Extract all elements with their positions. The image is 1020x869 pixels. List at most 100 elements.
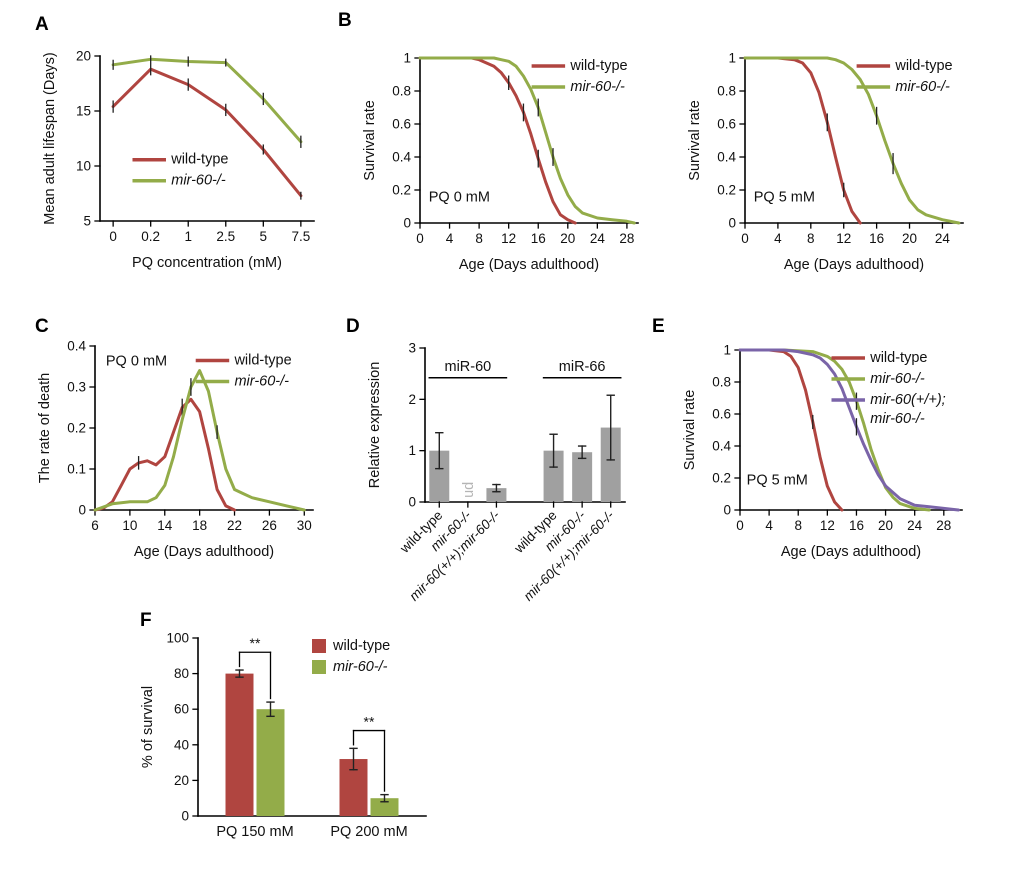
svg-text:2.5: 2.5: [216, 229, 235, 244]
panel-d-expression-bar-chart: 0 1 2 3 Relative expression wild-type mir-60-/…: [355, 332, 640, 634]
svg-text:0.2: 0.2: [392, 183, 411, 198]
svg-text:1: 1: [408, 443, 416, 458]
svg-text:28: 28: [936, 518, 951, 533]
svg-text:24: 24: [590, 231, 606, 246]
svg-text:7.5: 7.5: [291, 229, 310, 244]
svg-text:wild-type: wild-type: [170, 152, 228, 168]
svg-text:1: 1: [403, 51, 411, 66]
svg-text:10: 10: [122, 518, 137, 533]
panel-e-survival-chart-rescue: 0 0.2 0.4 0.6 0.8 1 Survival rate 0 4 8 12 16 20 24 28…: [672, 332, 1002, 572]
svg-text:1: 1: [728, 51, 736, 66]
svg-text:0.8: 0.8: [717, 84, 736, 99]
chart-svg: 0 0.2 0.4 0.6 0.8 1 Survival rate 0 4 8 12 16 20 24 PQ…: [687, 51, 964, 273]
svg-text:4: 4: [765, 518, 773, 533]
svg-text:8: 8: [807, 231, 815, 246]
svg-text:Age (Days adulthood): Age (Days adulthood): [784, 257, 924, 273]
svg-text:15: 15: [76, 104, 91, 119]
panel-c-death-rate-chart: 0 0.1 0.2 0.3 0.4 The rate of death 6 10 14 18 22 2…: [30, 332, 325, 572]
svg-text:Survival rate: Survival rate: [687, 100, 703, 181]
svg-text:22: 22: [227, 518, 242, 533]
svg-text:0: 0: [741, 231, 749, 246]
panel-label-f: F: [140, 610, 152, 631]
svg-text:12: 12: [820, 518, 835, 533]
svg-text:PQ 200 mM: PQ 200 mM: [330, 824, 407, 840]
svg-text:Age (Days adulthood): Age (Days adulthood): [459, 257, 599, 273]
svg-text:wild-type: wild-type: [332, 638, 390, 654]
svg-text:% of survival: % of survival: [140, 686, 156, 768]
chart-svg: 0 0.1 0.2 0.3 0.4 The rate of death 6 10 14 18 22 2…: [37, 339, 314, 560]
svg-text:mir-60-/-: mir-60-/-: [570, 79, 625, 95]
svg-text:0: 0: [728, 216, 736, 231]
svg-text:mir-60-/-: mir-60-/-: [870, 371, 925, 387]
svg-text:0.8: 0.8: [392, 84, 411, 99]
svg-text:0: 0: [78, 503, 86, 518]
svg-text:0.2: 0.2: [141, 229, 160, 244]
svg-text:8: 8: [794, 518, 802, 533]
svg-text:Survival rate: Survival rate: [682, 390, 698, 471]
svg-text:miR-66: miR-66: [559, 359, 606, 375]
svg-text:10: 10: [76, 159, 91, 174]
svg-text:1: 1: [723, 343, 731, 358]
svg-text:**: **: [364, 714, 375, 730]
panel-b-survival-chart-pq5: 0 0.2 0.4 0.6 0.8 1 Survival rate 0 4 8 12 16 20 24 PQ…: [677, 40, 977, 285]
svg-text:14: 14: [157, 518, 173, 533]
svg-text:miR-60: miR-60: [444, 359, 491, 375]
svg-text:Relative expression: Relative expression: [367, 362, 383, 489]
svg-text:mir-60(+/+);: mir-60(+/+);: [870, 392, 945, 408]
panel-label-a: A: [35, 14, 49, 35]
svg-text:0.6: 0.6: [717, 117, 736, 132]
svg-text:0: 0: [416, 231, 424, 246]
svg-text:28: 28: [619, 231, 634, 246]
svg-text:12: 12: [836, 231, 851, 246]
svg-text:0: 0: [403, 216, 411, 231]
svg-text:12: 12: [501, 231, 516, 246]
svg-text:5: 5: [83, 214, 91, 229]
svg-text:6: 6: [91, 518, 99, 533]
svg-text:0.4: 0.4: [67, 339, 86, 354]
svg-text:0.2: 0.2: [717, 183, 736, 198]
svg-text:60: 60: [174, 702, 189, 717]
svg-text:20: 20: [902, 231, 917, 246]
svg-text:5: 5: [260, 229, 268, 244]
svg-text:wild-type: wild-type: [569, 58, 627, 74]
svg-text:30: 30: [297, 518, 312, 533]
svg-text:3: 3: [408, 341, 416, 356]
svg-text:mir-60-/-: mir-60-/-: [171, 173, 226, 189]
chart-svg: 0 0.2 0.4 0.6 0.8 1 Survival rate 0 4 8 12 16 20 24 28…: [362, 51, 639, 273]
svg-text:100: 100: [166, 631, 189, 646]
svg-text:0.4: 0.4: [712, 439, 731, 454]
panel-b-survival-chart-pq0: 0 0.2 0.4 0.6 0.8 1 Survival rate 0 4 8 12 16 20 24 28…: [352, 40, 652, 285]
svg-text:80: 80: [174, 666, 189, 681]
svg-text:20: 20: [76, 49, 91, 64]
chart-svg: 5 10 15 20 Mean adult lifespan (Days) 0 0.2 1 2.…: [42, 49, 315, 271]
svg-text:Survival rate: Survival rate: [362, 100, 378, 181]
svg-text:0.2: 0.2: [67, 421, 86, 436]
svg-text:The rate of death: The rate of death: [37, 373, 53, 483]
svg-text:0.4: 0.4: [392, 150, 411, 165]
svg-text:0: 0: [408, 495, 416, 510]
chart-svg: 0 20 40 60 80 100 % of survival PQ 150 mM PQ 200…: [140, 631, 427, 840]
svg-text:PQ 5 mM: PQ 5 mM: [747, 472, 808, 488]
svg-text:PQ 0 mM: PQ 0 mM: [429, 190, 490, 206]
panel-f-survival-bar-chart: 0 20 40 60 80 100 % of survival PQ 150 mM PQ 200…: [140, 622, 440, 860]
svg-text:0.3: 0.3: [67, 380, 86, 395]
svg-text:PQ concentration (mM): PQ concentration (mM): [132, 255, 282, 271]
svg-text:1: 1: [184, 229, 192, 244]
chart-svg: 0 0.2 0.4 0.6 0.8 1 Survival rate 0 4 8 12 16 20 24 28…: [682, 343, 963, 560]
svg-text:16: 16: [531, 231, 546, 246]
svg-text:Age (Days adulthood): Age (Days adulthood): [134, 544, 274, 560]
svg-text:PQ 0 mM: PQ 0 mM: [106, 354, 167, 370]
svg-text:wild-type: wild-type: [894, 58, 952, 74]
svg-text:0: 0: [181, 809, 189, 824]
svg-text:16: 16: [869, 231, 884, 246]
svg-text:wild-type: wild-type: [869, 350, 927, 366]
svg-text:0.2: 0.2: [712, 471, 731, 486]
svg-text:**: **: [250, 635, 261, 651]
panel-label-b: B: [338, 10, 352, 31]
svg-text:mir-60-/-: mir-60-/-: [333, 659, 388, 675]
svg-text:4: 4: [446, 231, 454, 246]
svg-text:40: 40: [174, 737, 189, 752]
svg-text:4: 4: [774, 231, 782, 246]
panel-label-d: D: [346, 316, 360, 337]
